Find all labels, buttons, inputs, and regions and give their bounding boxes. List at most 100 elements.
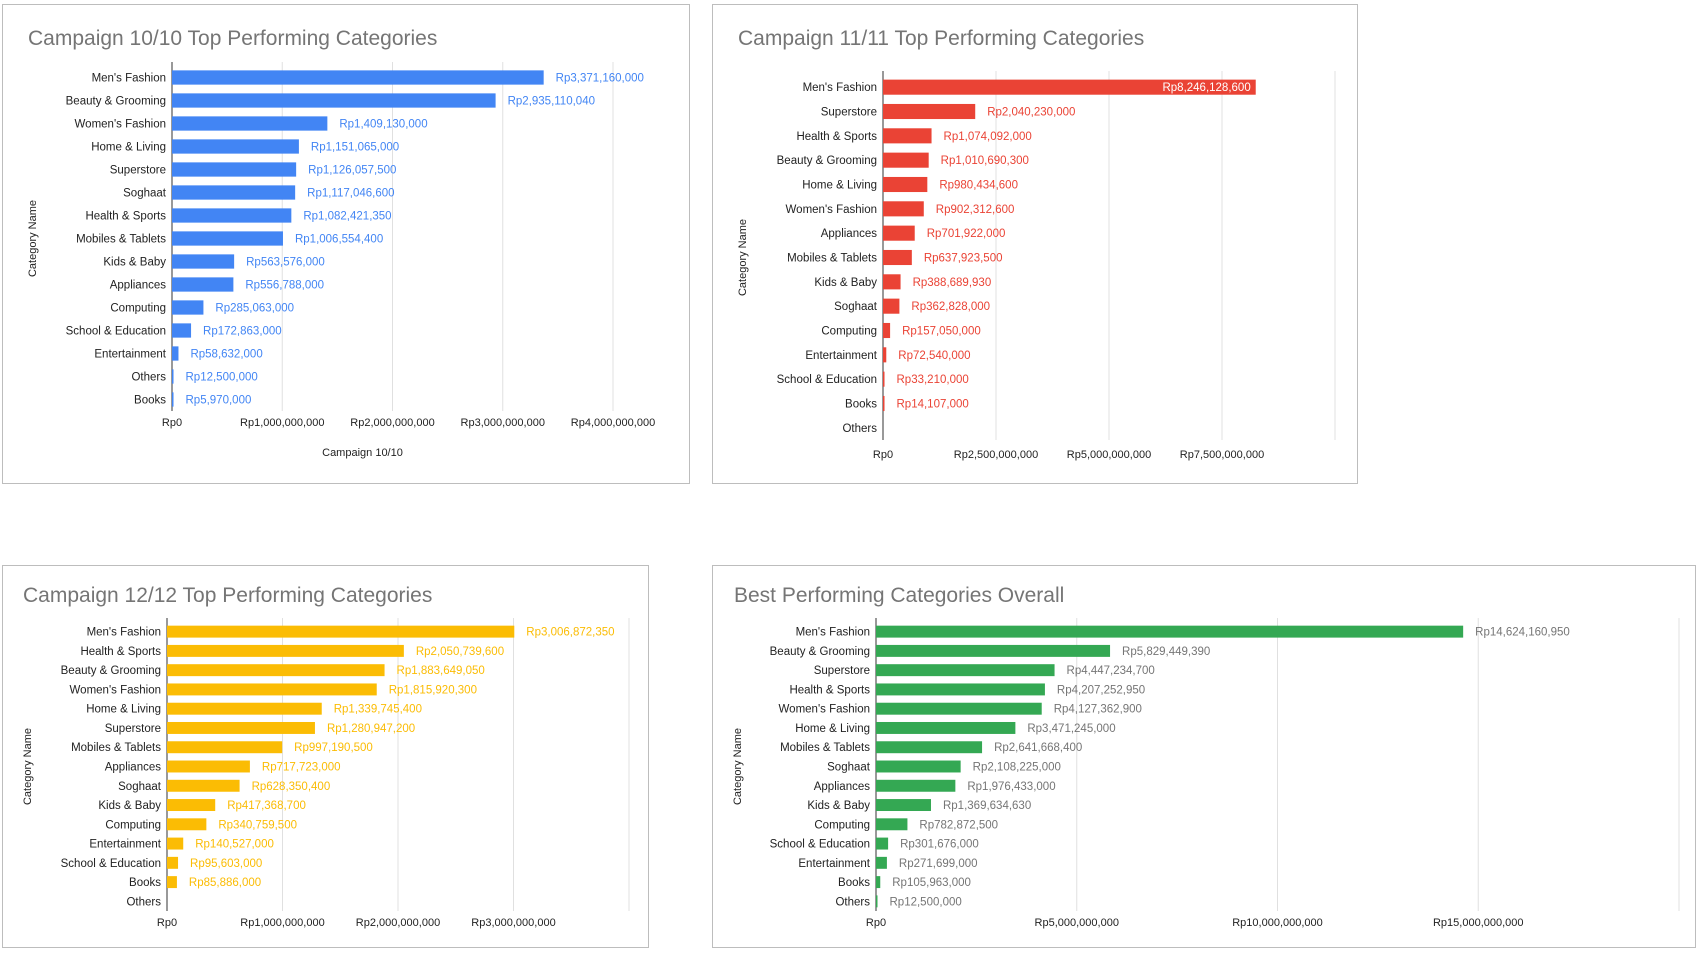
data-label: Rp1,815,920,300 — [389, 684, 477, 696]
category-label: Mobiles & Tablets — [787, 253, 877, 265]
data-label: Rp1,409,130,000 — [339, 119, 427, 131]
category-label: Kids & Baby — [814, 277, 877, 289]
category-label: Kids & Baby — [807, 800, 870, 812]
category-label: Beauty & Grooming — [770, 646, 870, 658]
bar — [883, 103, 976, 120]
data-label: Rp2,040,230,000 — [987, 107, 1075, 119]
data-label: Rp1,883,649,050 — [397, 665, 485, 677]
bar — [883, 176, 928, 193]
bar — [172, 93, 496, 108]
bar — [876, 721, 1016, 734]
category-label: Men's Fashion — [87, 627, 161, 639]
bar — [883, 322, 891, 339]
x-tick-label: Rp0 — [866, 917, 886, 929]
x-tick-label: Rp2,000,000,000 — [350, 417, 434, 429]
bar — [876, 837, 889, 850]
category-label: Books — [838, 877, 870, 889]
bar — [172, 208, 292, 223]
data-label: Rp301,676,000 — [900, 839, 979, 851]
category-label: Men's Fashion — [92, 73, 166, 85]
x-tick-label: Rp10,000,000,000 — [1232, 917, 1323, 929]
chart-panel-campaign-11-11: Campaign 11/11 Top Performing Categories… — [712, 4, 1358, 484]
bar — [172, 323, 192, 338]
data-label: Rp33,210,000 — [897, 374, 969, 386]
bar — [876, 683, 1045, 696]
data-label: Rp902,312,600 — [936, 204, 1015, 216]
data-label: Rp1,074,092,000 — [944, 131, 1032, 143]
category-label: Home & Living — [86, 704, 161, 716]
category-label: Beauty & Grooming — [777, 155, 877, 167]
category-label: Beauty & Grooming — [61, 665, 161, 677]
data-label: Rp2,108,225,000 — [973, 762, 1061, 774]
bar — [167, 625, 515, 638]
category-label: Appliances — [110, 280, 167, 292]
bar — [883, 79, 1256, 95]
bar — [876, 799, 931, 812]
bar — [883, 298, 900, 314]
x-tick-label: Rp0 — [157, 917, 177, 929]
data-label: Rp556,788,000 — [245, 280, 324, 292]
category-label: Computing — [105, 819, 161, 831]
bar — [167, 799, 216, 812]
category-label: Health & Sports — [789, 684, 870, 696]
category-label: Women's Fashion — [786, 204, 877, 216]
data-label: Rp285,063,000 — [215, 303, 294, 315]
data-label: Rp1,126,057,500 — [308, 165, 396, 177]
bar — [883, 371, 885, 387]
data-label: Rp417,368,700 — [227, 800, 306, 812]
bar — [876, 876, 881, 889]
bar — [883, 152, 929, 168]
data-label: Rp1,117,046,600 — [307, 188, 394, 200]
data-label: Rp2,641,668,400 — [994, 742, 1082, 754]
bar-chart-campaign-10-10: Rp0 Rp1,000,000,000 Rp2,000,000,000 Rp3,000… — [27, 62, 655, 459]
bar — [172, 116, 328, 131]
data-label: Rp85,886,000 — [189, 877, 261, 889]
category-label: Men's Fashion — [803, 82, 877, 94]
data-label: Rp172,863,000 — [203, 326, 282, 338]
category-label: Books — [845, 399, 877, 411]
x-tick-label: Rp3,000,000,000 — [461, 417, 545, 429]
chart-panel-campaign-12-12: Campaign 12/12 Top Performing Categories… — [2, 565, 649, 948]
category-label: Health & Sports — [85, 211, 166, 223]
x-tick-label: Rp15,000,000,000 — [1433, 917, 1524, 929]
category-label: Computing — [814, 819, 870, 831]
bar — [167, 837, 184, 850]
category-label: Appliances — [105, 762, 162, 774]
data-label: Rp12,500,000 — [186, 372, 258, 384]
data-label: Rp1,280,947,200 — [327, 723, 415, 735]
category-label: Soghaat — [827, 762, 871, 774]
data-label: Rp701,922,000 — [927, 228, 1006, 240]
data-label: Rp997,190,500 — [294, 742, 373, 754]
data-label: Rp3,471,245,000 — [1027, 723, 1115, 735]
data-label: Rp271,699,000 — [899, 858, 978, 870]
x-tick-label: Rp0 — [873, 449, 893, 461]
category-label: Soghaat — [118, 781, 162, 793]
category-label: Mobiles & Tablets — [780, 742, 870, 754]
data-label: Rp340,759,500 — [218, 819, 297, 831]
data-label: Rp563,576,000 — [246, 257, 325, 269]
data-label: Rp637,923,500 — [924, 253, 1003, 265]
data-label: Rp1,010,690,300 — [941, 155, 1029, 167]
category-label: Superstore — [821, 107, 877, 119]
bar — [167, 721, 315, 734]
bar — [172, 300, 204, 315]
category-label: Entertainment — [89, 839, 161, 851]
category-label: Appliances — [814, 781, 871, 793]
data-label: Rp628,350,400 — [252, 781, 331, 793]
category-label: Home & Living — [91, 142, 166, 154]
bar — [172, 254, 235, 269]
bar — [876, 779, 956, 792]
data-label: Rp4,447,234,700 — [1067, 665, 1155, 677]
bar — [172, 277, 234, 292]
data-label: Rp12,500,000 — [890, 896, 962, 908]
bar — [172, 231, 283, 246]
category-label: Superstore — [814, 665, 870, 677]
data-label: Rp388,689,930 — [913, 277, 992, 289]
data-label: Rp782,872,500 — [919, 819, 998, 831]
category-label: Others — [835, 896, 870, 908]
data-label: Rp1,339,745,400 — [334, 704, 422, 716]
category-label: Computing — [821, 326, 877, 338]
bar — [172, 392, 174, 407]
x-tick-label: Rp4,000,000,000 — [571, 417, 655, 429]
category-label: Men's Fashion — [796, 627, 870, 639]
